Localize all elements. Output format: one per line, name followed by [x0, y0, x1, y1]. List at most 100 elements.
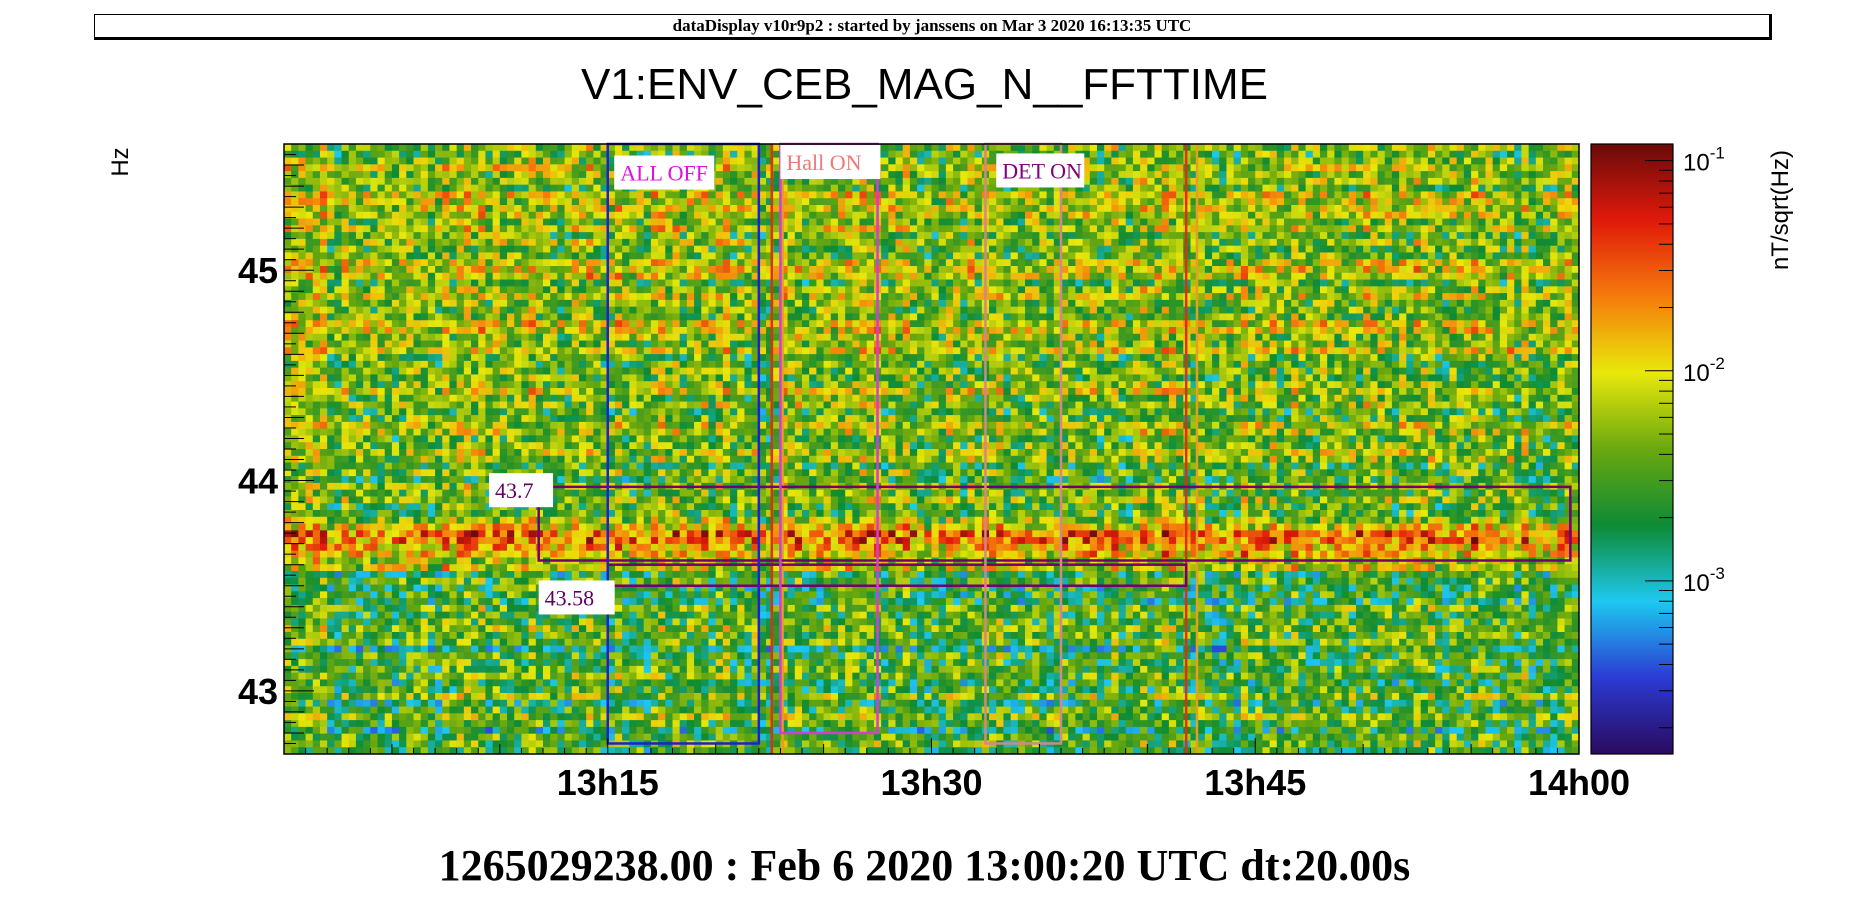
heatmap-cell	[658, 381, 666, 389]
heatmap-cell	[420, 672, 429, 681]
heatmap-cell	[535, 625, 544, 633]
heatmap-cell	[643, 415, 652, 423]
heatmap-cell	[291, 313, 299, 321]
heatmap-cell	[571, 469, 580, 477]
heatmap-cell	[550, 476, 558, 484]
heatmap-cell	[658, 421, 666, 430]
heatmap-cell	[312, 191, 321, 199]
heatmap-cell	[578, 360, 587, 369]
heatmap-cell	[406, 401, 415, 409]
heatmap-cell	[485, 564, 494, 572]
heatmap-cell	[413, 299, 422, 308]
heatmap-cell	[535, 225, 544, 233]
heatmap-cell	[578, 211, 587, 220]
heatmap-cell	[413, 388, 422, 396]
heatmap-cell	[456, 713, 465, 721]
heatmap-cell	[665, 550, 674, 559]
heatmap-cell	[442, 252, 451, 260]
heatmap-cell	[456, 672, 465, 681]
heatmap-cell	[341, 252, 350, 260]
heatmap-cell	[658, 516, 666, 525]
heatmap-cell	[578, 632, 587, 640]
heatmap-cell	[514, 591, 523, 599]
heatmap-cell	[384, 205, 393, 213]
heatmap-cell	[650, 455, 659, 464]
heatmap-cell	[550, 299, 558, 308]
heatmap-cell	[658, 367, 666, 376]
heatmap-cell	[435, 564, 443, 572]
heatmap-cell	[406, 211, 415, 220]
heatmap-cell	[643, 333, 652, 342]
heatmap-cell	[607, 510, 616, 518]
heatmap-cell	[571, 184, 580, 193]
heatmap-cell	[363, 557, 371, 565]
heatmap-cell	[535, 245, 544, 254]
heatmap-cell	[355, 157, 364, 165]
heatmap-cell	[485, 672, 494, 681]
heatmap-cell	[348, 449, 357, 457]
heatmap-cell	[305, 299, 314, 308]
heatmap-cell	[420, 638, 429, 647]
heatmap-cell	[550, 259, 558, 267]
heatmap-cell	[435, 469, 443, 477]
heatmap-cell	[427, 313, 436, 321]
heatmap-cell	[672, 266, 681, 274]
heatmap-cell	[658, 591, 666, 599]
heatmap-cell	[442, 272, 451, 281]
heatmap-cell	[650, 333, 659, 342]
heatmap-cell	[334, 604, 343, 613]
heatmap-cell	[636, 388, 645, 396]
heatmap-cell	[377, 638, 386, 647]
heatmap-cell	[672, 360, 681, 369]
heatmap-cell	[643, 564, 652, 572]
heatmap-cell	[427, 489, 436, 498]
heatmap-cell	[427, 720, 436, 728]
heatmap-cell	[442, 598, 451, 606]
heatmap-cell	[514, 611, 523, 620]
heatmap-cell	[391, 442, 400, 450]
heatmap-cell	[341, 713, 350, 721]
heatmap-cell	[435, 706, 443, 714]
heatmap-cell	[442, 374, 451, 382]
heatmap-cell	[564, 428, 573, 437]
heatmap-cell	[636, 611, 645, 620]
heatmap-cell	[672, 496, 681, 504]
heatmap-cell	[485, 584, 494, 592]
heatmap-cell	[629, 327, 638, 335]
heatmap-cell	[420, 455, 429, 464]
heatmap-cell	[442, 259, 451, 267]
heatmap-cell	[550, 225, 558, 233]
heatmap-cell	[456, 157, 465, 165]
heatmap-cell	[672, 503, 681, 511]
heatmap-cell	[420, 340, 429, 348]
heatmap-cell	[384, 286, 393, 294]
heatmap-cell	[305, 550, 314, 559]
heatmap-cell	[650, 415, 659, 423]
heatmap-cell	[399, 238, 407, 247]
heatmap-cell	[478, 557, 487, 565]
heatmap-cell	[600, 720, 609, 728]
heatmap-cell	[399, 327, 407, 335]
heatmap-cell	[550, 726, 558, 735]
heatmap-cell	[420, 272, 429, 281]
heatmap-cell	[521, 611, 530, 620]
heatmap-cell	[449, 415, 458, 423]
heatmap-cell	[564, 503, 573, 511]
heatmap-cell	[564, 638, 573, 647]
heatmap-cell	[449, 245, 458, 254]
heatmap-cell	[298, 747, 307, 754]
heatmap-cell	[528, 394, 537, 403]
heatmap-cell	[622, 638, 630, 647]
heatmap-cell	[284, 211, 292, 220]
heatmap-cell	[564, 530, 573, 538]
heatmap-cell	[463, 659, 472, 667]
heatmap-cell	[427, 252, 436, 260]
heatmap-cell	[341, 245, 350, 254]
heatmap-cell	[636, 645, 645, 653]
heatmap-cell	[355, 286, 364, 294]
heatmap-cell	[377, 747, 386, 754]
heatmap-cell	[543, 313, 551, 321]
heatmap-cell	[535, 340, 544, 348]
heatmap-cell	[650, 679, 659, 687]
heatmap-cell	[514, 232, 523, 240]
